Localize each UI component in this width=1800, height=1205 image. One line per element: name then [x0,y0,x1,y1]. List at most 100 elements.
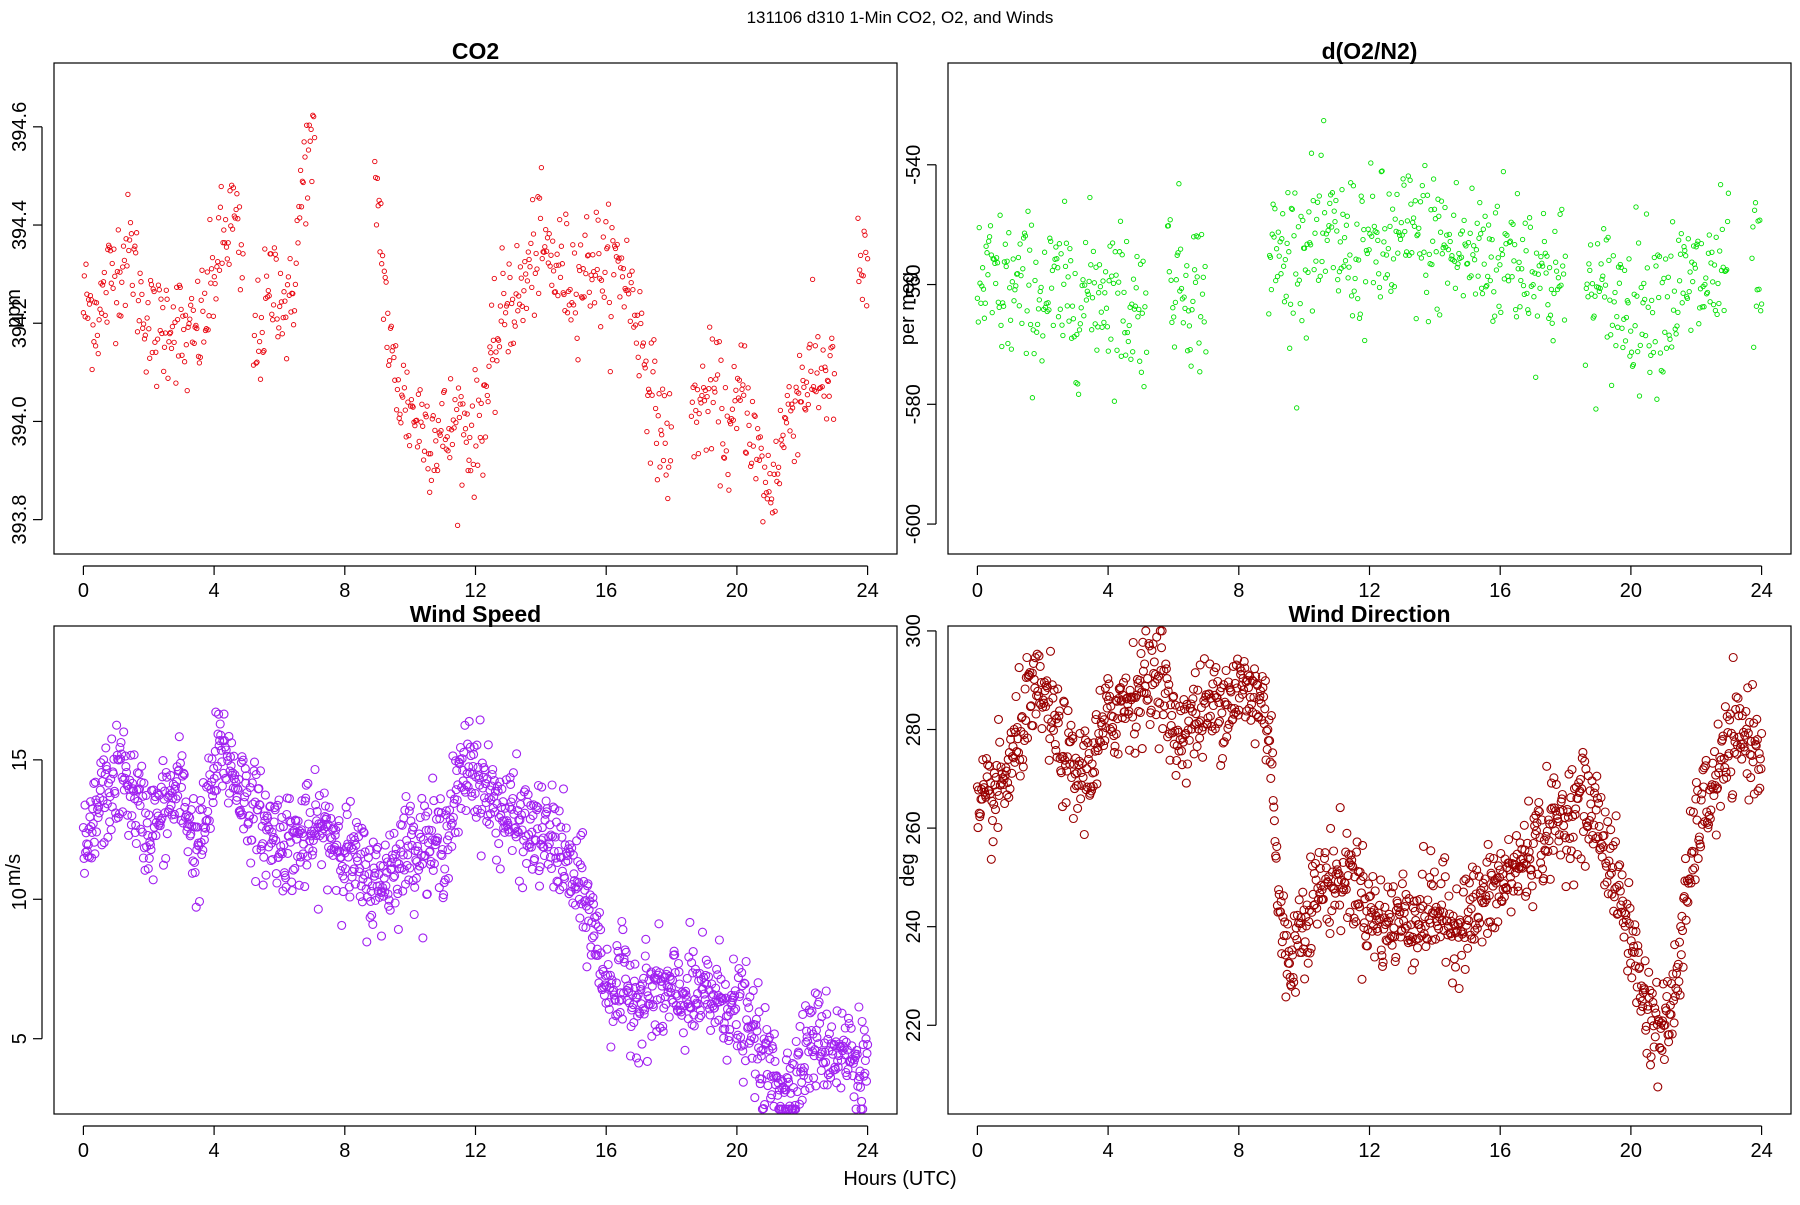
data-point [1307,242,1314,248]
data-point [752,413,758,419]
data-point [1578,747,1588,757]
data-point [1669,219,1676,225]
data-point [1167,710,1177,720]
data-point [1102,269,1109,275]
data-point [528,240,534,247]
data-point [301,793,311,803]
data-point [1524,290,1530,297]
data-point [1518,854,1528,864]
data-point [510,340,517,346]
data-point [769,510,776,516]
y-tick-label: 394.0 [9,396,31,446]
data-point [730,417,736,423]
data-point [1103,674,1113,684]
data-point [585,890,595,900]
data-point [221,227,227,233]
data-point [1722,772,1732,783]
data-point [993,280,999,287]
data-point [1741,706,1751,717]
data-point [1577,753,1587,763]
data-point [1063,706,1073,716]
data-point [1559,821,1569,831]
x-tick-label: 4 [209,1140,220,1162]
data-point [1159,701,1170,711]
data-point [106,825,116,835]
data-point [691,998,702,1008]
data-point [282,298,288,304]
data-point [458,393,464,400]
data-point [1696,842,1706,852]
data-point [1597,839,1607,849]
data-point [442,835,452,845]
data-point [214,264,220,270]
data-point [417,387,423,393]
data-point [594,266,600,273]
data-point [746,1032,757,1042]
data-point [1527,224,1534,230]
data-point [1548,286,1555,293]
data-point [1746,773,1756,783]
data-point [773,438,779,444]
data-point [1557,794,1567,804]
data-point [1191,709,1201,719]
data-point [819,384,825,390]
data-point [1376,271,1382,277]
data-point [1523,248,1529,254]
data-point [478,783,488,793]
data-point [1140,258,1146,264]
data-point [1344,213,1350,219]
data-point [209,773,219,784]
data-point [1004,258,1010,264]
data-point [405,801,415,811]
data-point [1131,692,1141,703]
data-point [1179,695,1189,705]
data-point [1484,282,1490,289]
data-point [546,830,556,840]
data-point [1330,264,1336,271]
data-point [1270,201,1276,207]
data-point [729,1006,739,1016]
data-point [181,810,191,820]
data-point [795,1021,805,1031]
data-point [156,287,162,293]
data-point [1743,683,1753,693]
data-point [1528,902,1538,912]
data-point [1090,248,1097,255]
data-point [591,300,598,306]
data-point [1046,723,1056,733]
data-point [154,336,161,342]
data-point [1299,317,1305,324]
data-point [529,196,536,203]
plot-frame [947,62,1792,555]
data-point [118,313,124,319]
data-point [797,1077,807,1087]
data-point [1088,262,1094,268]
data-point [1360,894,1370,904]
data-point [554,806,564,816]
data-point [1040,333,1046,339]
data-point [410,882,420,892]
data-point [639,310,645,316]
data-point [1649,309,1656,316]
data-point [1341,234,1348,241]
data-point [1465,895,1475,905]
data-point [325,832,335,843]
data-point [1684,295,1691,302]
data-point [445,448,451,454]
data-point [710,399,716,406]
data-point [1617,261,1623,268]
data-point [1007,285,1013,291]
data-point [1501,276,1507,282]
data-point [1373,259,1379,265]
data-point [1739,742,1749,752]
data-point [1107,726,1117,737]
data-point [1393,228,1399,235]
data-point [1252,680,1263,690]
data-point [292,281,299,288]
data-point [428,865,438,875]
data-point [1281,299,1288,305]
data-point [1158,724,1168,734]
data-point [815,334,821,340]
data-point [251,332,258,339]
data-point [287,877,297,887]
